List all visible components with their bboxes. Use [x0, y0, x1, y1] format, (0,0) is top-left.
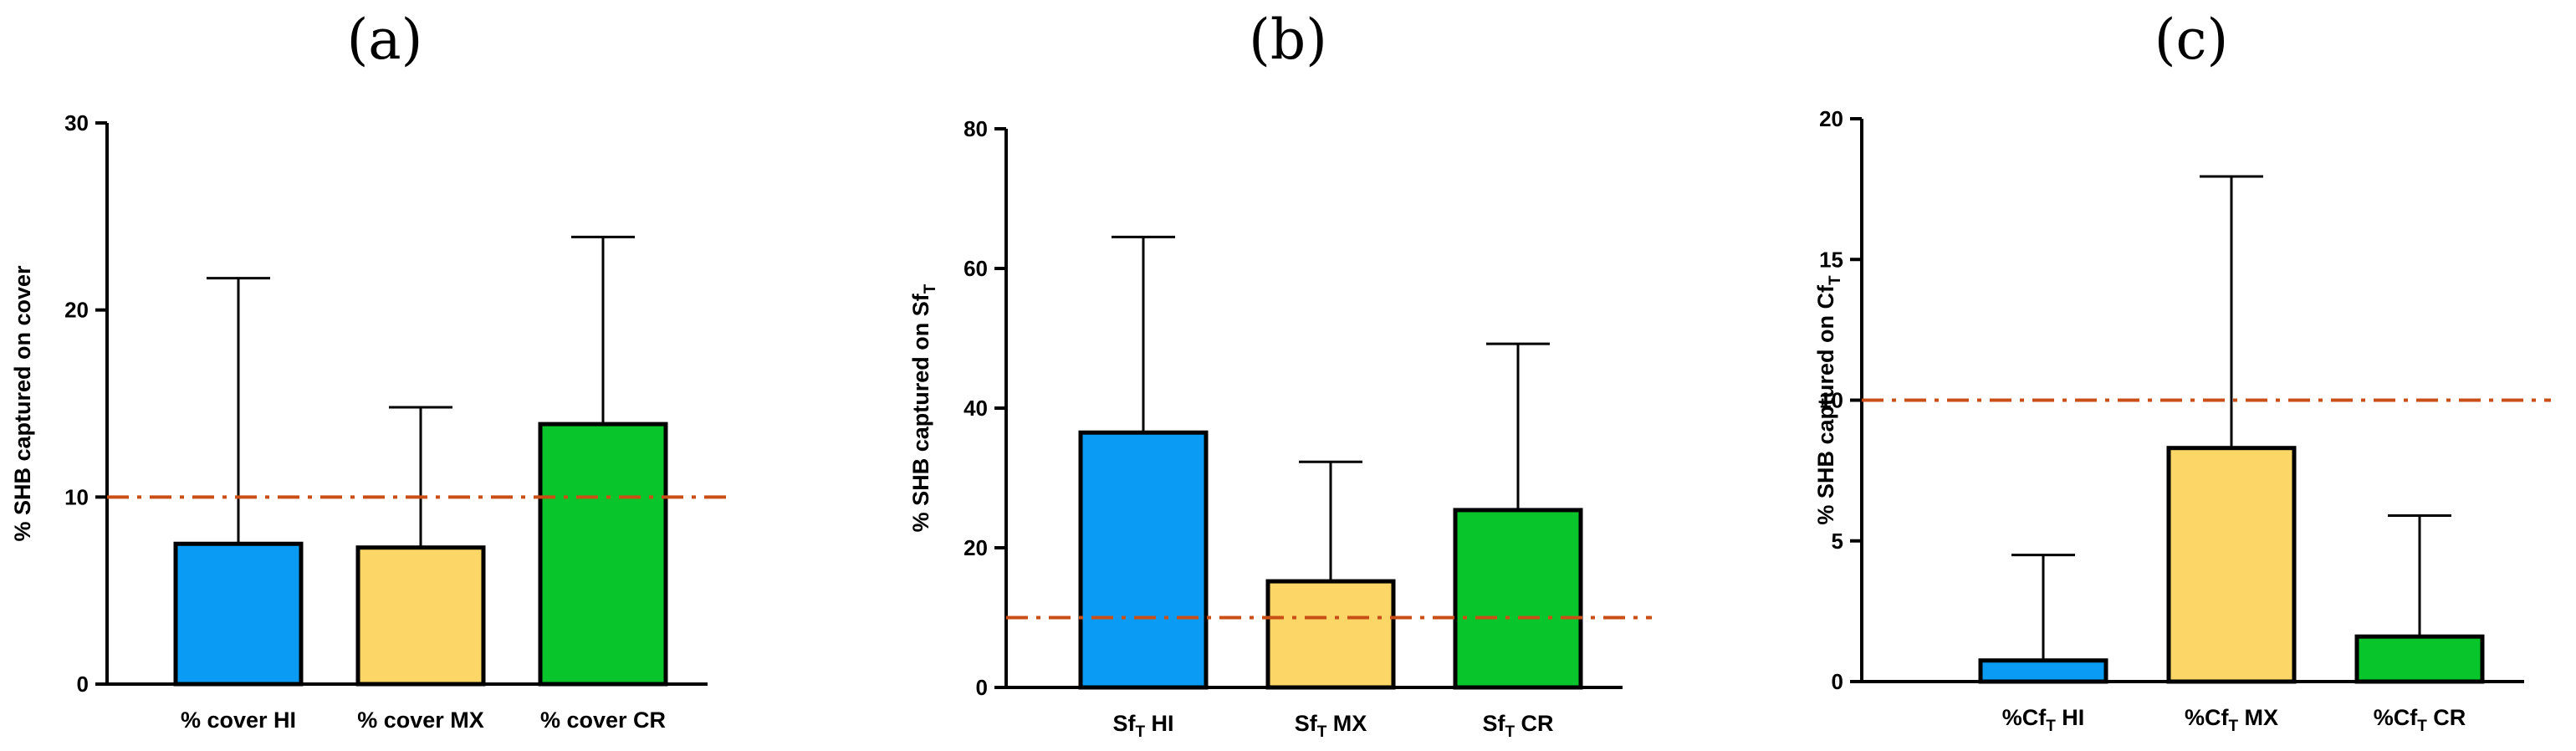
bar — [538, 421, 668, 687]
y-tick-label: 20 — [963, 535, 988, 560]
y-tick-label: 0 — [1832, 669, 1843, 694]
category-label-subscript: T — [1317, 723, 1327, 741]
y-tick-label: 0 — [976, 675, 988, 700]
category-label-subscript: T — [2228, 718, 2238, 735]
category-label: %CfT MX — [2185, 705, 2278, 735]
y-axis-title-subscript: T — [1827, 275, 1844, 285]
y-tick-label: 30 — [64, 110, 89, 135]
category-label-text: Sf — [1295, 711, 1318, 736]
y-tick-label: 10 — [1819, 388, 1843, 413]
category-label-subscript: T — [1135, 723, 1145, 741]
category-label-text: % cover MX — [357, 708, 484, 733]
category-label: SfT MX — [1295, 711, 1367, 741]
y-tick-label: 10 — [64, 484, 89, 509]
category-label-suffix: CR — [1515, 711, 1554, 736]
category-label-text: Sf — [1482, 711, 1505, 736]
bar — [2354, 634, 2485, 684]
category-label-text: %Cf — [2185, 705, 2230, 730]
chart-panel-1: (a) % SHB captured on cover 0 10 20 30 % cover… — [10, 8, 732, 733]
category-label: %CfT CR — [2374, 705, 2466, 735]
category-label: % cover HI — [181, 708, 296, 733]
y-tick-label: 60 — [963, 256, 988, 281]
bar — [355, 545, 486, 687]
category-label-subscript: T — [2417, 718, 2427, 735]
bar — [1978, 658, 2108, 684]
category-label: %CfT HI — [2002, 705, 2085, 735]
category-label-text: %Cf — [2374, 705, 2419, 730]
y-axis-title: % SHB captured on SfT — [908, 284, 939, 532]
panel-label: (c) — [2154, 8, 2228, 72]
bar — [2166, 446, 2297, 684]
category-label: SfT HI — [1112, 711, 1173, 741]
y-axis-title-text: % SHB captured on Sf — [908, 293, 933, 532]
bar — [1078, 430, 1209, 690]
category-label: SfT CR — [1482, 711, 1553, 741]
y-tick-label: 5 — [1832, 529, 1843, 554]
y-axis-title-text: % SHB captured on Cf — [1813, 284, 1838, 525]
y-tick-label: 0 — [77, 672, 89, 697]
category-label: % cover CR — [540, 708, 666, 733]
y-axis-title-text: % SHB captured on cover — [10, 265, 35, 542]
y-tick-label: 20 — [1819, 106, 1843, 131]
category-label-text: % cover CR — [540, 708, 666, 733]
bar — [1265, 579, 1396, 690]
category-label-suffix: HI — [2056, 705, 2085, 730]
y-tick-label: 20 — [64, 298, 89, 323]
category-label-subscript: T — [1505, 723, 1515, 741]
y-tick-label: 15 — [1819, 247, 1843, 272]
category-label-text: Sf — [1112, 711, 1136, 736]
bar — [173, 541, 304, 687]
bar — [1453, 508, 1583, 690]
category-label-text: %Cf — [2002, 705, 2047, 730]
category-label: % cover MX — [357, 708, 484, 733]
category-label-suffix: CR — [2427, 705, 2466, 730]
y-axis-title: % SHB captured on CfT — [1813, 275, 1844, 525]
y-axis-title: % SHB captured on cover — [10, 265, 35, 542]
category-label-subscript: T — [2046, 718, 2056, 735]
category-label-suffix: MX — [1326, 711, 1367, 736]
panel-label: (a) — [347, 8, 423, 72]
y-tick-label: 40 — [963, 396, 988, 421]
y-axis-title-subscript: T — [922, 284, 939, 294]
panel-label: (b) — [1249, 8, 1327, 72]
y-tick-label: 80 — [963, 116, 988, 141]
category-label-text: % cover HI — [181, 708, 296, 733]
category-label-suffix: MX — [2238, 705, 2278, 730]
category-label-suffix: HI — [1145, 711, 1174, 736]
